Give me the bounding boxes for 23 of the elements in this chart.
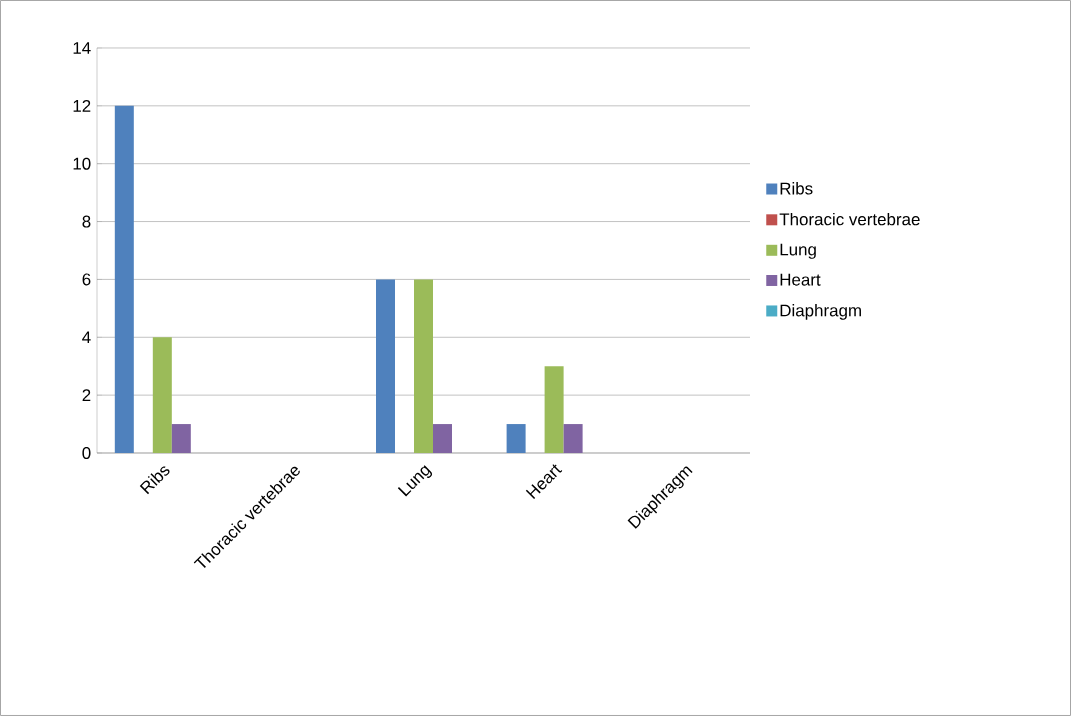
y-tick-label: 12 bbox=[73, 99, 91, 112]
bar bbox=[414, 279, 434, 453]
legend-label: Heart bbox=[780, 273, 821, 286]
bar bbox=[506, 424, 526, 453]
bar bbox=[433, 424, 453, 453]
bar bbox=[563, 424, 583, 453]
y-tick-label: 0 bbox=[82, 446, 91, 459]
legend-label: Lung bbox=[780, 243, 816, 259]
legend-label: Thoracic vertebrae bbox=[779, 212, 920, 226]
legend-label: Diaphragm bbox=[780, 304, 861, 320]
y-tick-label: 6 bbox=[82, 273, 91, 286]
y-tick-label: 4 bbox=[82, 331, 91, 344]
y-tick-label: 8 bbox=[82, 215, 91, 228]
y-tick-label: 14 bbox=[73, 42, 91, 54]
bar bbox=[171, 424, 191, 453]
bar bbox=[376, 279, 396, 453]
bar bbox=[114, 105, 134, 453]
bar bbox=[152, 337, 172, 453]
bar bbox=[544, 366, 564, 453]
y-tick-label: 10 bbox=[73, 157, 91, 170]
y-tick-label: 2 bbox=[82, 389, 91, 402]
legend-label: Ribs bbox=[780, 182, 813, 195]
x-tick-label: Ribs bbox=[139, 466, 170, 495]
